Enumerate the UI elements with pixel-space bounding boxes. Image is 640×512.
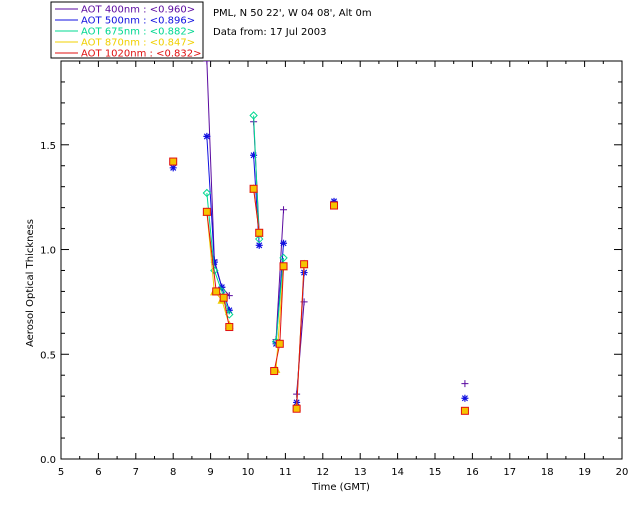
data-point-square <box>225 323 234 332</box>
series-2 <box>202 111 288 346</box>
y-tick-label: 0.5 <box>40 350 56 361</box>
legend-entry: AOT 400nm : <0.960> <box>81 5 195 16</box>
data-point-asterisk <box>255 241 263 249</box>
legend-entry: AOT 500nm : <0.896> <box>81 16 195 27</box>
y-tick-label: 0.0 <box>40 455 56 466</box>
x-tick-label: 14 <box>391 467 404 478</box>
x-axis: 5 6 7 8 9 10 11 12 13 14 15 16 17 18 19 20 <box>58 61 629 478</box>
x-tick-label: 13 <box>354 467 367 478</box>
legend-entry: AOT 870nm : <0.847> <box>81 38 195 49</box>
series-line-segment <box>213 270 223 292</box>
legend-entry: AOT 1020nm : <0.832> <box>81 49 201 60</box>
x-tick-label: 19 <box>578 467 591 478</box>
x-tick-label: 20 <box>616 467 629 478</box>
data-point-diamond <box>279 253 288 263</box>
series-line-segment <box>206 136 215 263</box>
x-tick-label: 5 <box>58 467 64 478</box>
x-tick-label: 8 <box>170 467 176 478</box>
series-line-segment <box>275 257 285 342</box>
y-axis-label: Aerosol Optical Thickness <box>25 219 36 347</box>
data-point-square <box>169 157 178 166</box>
data-point-asterisk <box>280 239 288 247</box>
data-point-square <box>202 207 211 216</box>
data-point-asterisk <box>203 132 211 140</box>
x-tick-label: 16 <box>466 467 479 478</box>
data-point-plus <box>203 61 211 65</box>
x-tick-label: 15 <box>429 467 442 478</box>
series-line-segment <box>206 211 217 292</box>
x-tick-label: 12 <box>316 467 329 478</box>
y-axis: 0.0 0.5 1.0 1.5 <box>40 81 622 466</box>
x-tick-label: 6 <box>95 467 101 478</box>
legend-entry: AOT 675nm : <0.882> <box>81 27 195 38</box>
x-tick-label: 10 <box>242 467 255 478</box>
y-tick-label: 1.0 <box>40 246 56 257</box>
series-line-segment <box>223 297 230 328</box>
series-0 <box>203 61 469 398</box>
data-point-square <box>300 260 309 269</box>
date-info: Data from: 17 Jul 2003 <box>213 27 326 38</box>
series-line-segment <box>213 261 223 288</box>
series-line-segment <box>279 266 285 344</box>
series-line-segment <box>206 192 215 271</box>
x-axis-label: Time (GMT) <box>311 482 370 493</box>
data-point-square <box>212 287 221 296</box>
data-point-diamond <box>255 234 264 244</box>
data-point-square <box>249 184 258 193</box>
x-tick-label: 11 <box>279 467 292 478</box>
data-point-square <box>255 228 264 237</box>
data-point-plus <box>280 206 288 214</box>
data-point-square <box>275 339 284 348</box>
data-point-asterisk <box>210 258 218 266</box>
series-line-segment <box>275 209 285 340</box>
series-line-segment <box>296 264 305 409</box>
series-line-segment <box>273 343 281 372</box>
series-line-segment <box>206 61 215 261</box>
data-point-plus <box>461 380 469 388</box>
data-point-diamond <box>249 111 258 120</box>
data-point-square <box>292 404 301 413</box>
data-point-asterisk <box>461 394 469 402</box>
data-point-square <box>460 406 469 415</box>
data-point-asterisk <box>330 197 338 205</box>
x-tick-label: 9 <box>207 467 213 478</box>
data-point-square <box>219 293 228 302</box>
data-point-square <box>330 201 339 210</box>
legend-box <box>50 1 204 59</box>
x-tick-label: 7 <box>133 467 139 478</box>
legend: AOT 400nm : <0.960>AOT 500nm : <0.896>AO… <box>55 5 201 60</box>
series-line-segment <box>253 115 260 240</box>
data-point-asterisk <box>250 151 258 159</box>
x-tick-label: 17 <box>503 467 516 478</box>
series-line-segment <box>253 188 260 233</box>
series-group <box>169 61 469 415</box>
data-point-asterisk <box>169 164 177 172</box>
series-4 <box>169 157 469 415</box>
data-point-square <box>270 367 279 376</box>
data-point-square <box>279 262 288 271</box>
site-info: PML, N 50 22', W 04 08', Alt 0m <box>213 8 372 19</box>
y-tick-label: 1.5 <box>40 141 56 152</box>
plot-frame <box>60 60 623 460</box>
series-3 <box>202 184 309 411</box>
x-tick-label: 18 <box>541 467 554 478</box>
data-point-diamond <box>202 188 212 198</box>
